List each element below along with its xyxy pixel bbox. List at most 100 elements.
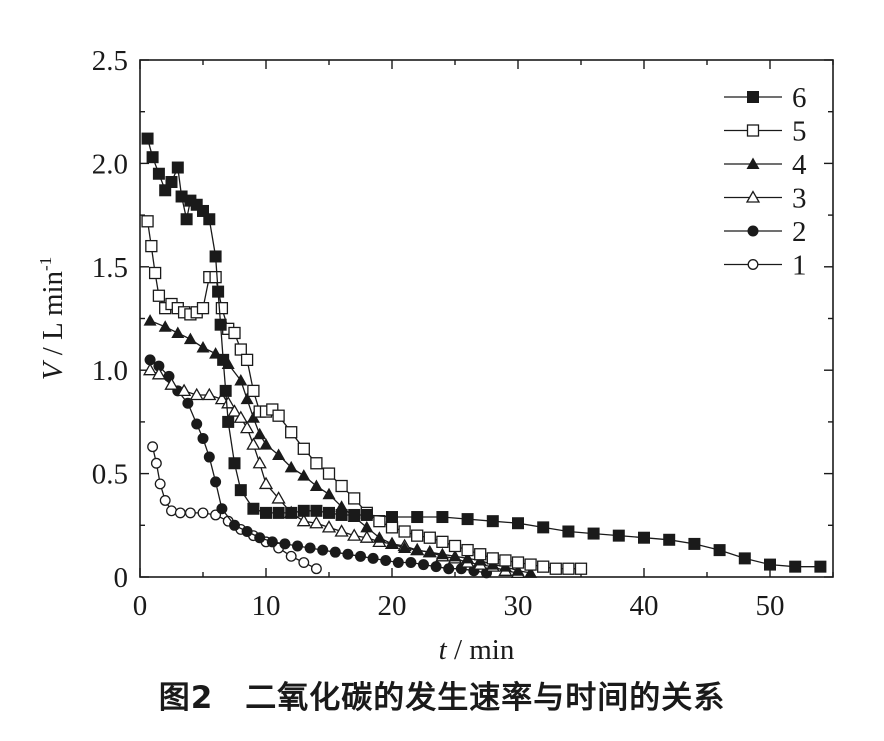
data-point-series-6: [814, 560, 827, 573]
data-point-series-4: [143, 314, 157, 326]
data-point-series-6: [323, 506, 335, 519]
data-point-series-6: [203, 213, 216, 226]
data-point-series-6: [272, 506, 285, 519]
data-point-series-6: [212, 285, 225, 298]
data-point-series-3: [246, 437, 261, 450]
data-point-series-1: [310, 563, 322, 575]
data-point-series-2: [203, 451, 215, 463]
data-point-series-5: [285, 426, 298, 439]
data-point-series-4: [171, 326, 185, 338]
data-point-series-3: [233, 410, 248, 423]
data-point-series-3: [309, 515, 324, 529]
data-point-series-5: [266, 403, 279, 416]
data-point-series-6: [562, 525, 575, 538]
x-tick-label: 20: [378, 590, 407, 622]
legend-marker-6: [747, 91, 759, 103]
data-point-series-4: [196, 340, 210, 353]
data-point-series-2: [317, 544, 329, 556]
data-point-series-6: [512, 517, 524, 530]
data-point-series-6: [141, 132, 154, 145]
data-point-series-6: [713, 544, 726, 557]
data-point-series-1: [147, 441, 159, 453]
data-point-series-4: [372, 531, 386, 543]
data-point-series-2: [210, 476, 222, 488]
data-point-series-6: [688, 537, 701, 550]
x-tick-label: 0: [133, 590, 148, 622]
data-point-series-2: [430, 561, 442, 573]
data-point-series-2: [367, 552, 379, 564]
data-point-series-5: [524, 558, 537, 571]
y-axis-label: V / L min-1: [36, 257, 69, 380]
data-point-series-3: [164, 377, 179, 390]
data-point-series-2: [443, 563, 455, 575]
series-6: [141, 132, 827, 573]
data-point-series-2: [216, 503, 228, 515]
data-point-series-1: [285, 550, 297, 562]
data-point-series-3: [239, 420, 255, 434]
x-tick-label: 40: [630, 590, 659, 622]
data-point-series-6: [587, 527, 600, 540]
x-axis-label-symbol: t: [439, 634, 448, 666]
data-point-series-6: [222, 415, 235, 428]
data-point-series-4: [253, 427, 267, 440]
data-point-series-3: [227, 404, 242, 417]
data-point-series-5: [196, 302, 210, 315]
plot-frame: [139, 59, 834, 578]
y-axis-label-exponent: -1: [36, 257, 55, 271]
data-point-series-6: [260, 506, 272, 519]
data-point-series-5: [574, 562, 588, 575]
data-point-series-4: [435, 547, 449, 560]
data-point-series-3: [258, 476, 274, 490]
data-point-series-6: [348, 508, 361, 521]
data-point-series-5: [322, 467, 336, 480]
data-point-series-6: [411, 511, 424, 524]
legend-item-2: 2: [724, 216, 807, 248]
data-point-series-3: [321, 520, 337, 533]
data-point-series-6: [436, 511, 449, 524]
series-4: [143, 314, 538, 578]
data-point-series-5: [145, 239, 158, 253]
data-point-series-3: [359, 530, 374, 543]
figure-caption: 图2 二氧化碳的发生速率与时间的关系: [158, 680, 726, 716]
data-point-series-6: [638, 531, 650, 544]
data-point-series-4: [398, 541, 412, 554]
data-point-series-6: [217, 353, 230, 366]
data-point-series-2: [329, 546, 341, 558]
legend-marker-4: [746, 157, 760, 169]
data-point-series-5: [240, 353, 254, 367]
data-point-series-3: [176, 383, 192, 397]
data-point-series-4: [524, 566, 538, 578]
legend-label-2: 2: [792, 216, 807, 248]
data-point-series-5: [499, 554, 512, 567]
legend-item-5: 5: [724, 116, 807, 148]
data-point-series-2: [279, 538, 291, 550]
data-point-series-5: [152, 289, 166, 302]
legend-item-6: 6: [724, 82, 807, 114]
data-point-series-6: [764, 558, 776, 571]
legend-label-6: 6: [792, 82, 807, 114]
data-point-series-4: [234, 374, 248, 386]
data-point-series-5: [335, 479, 348, 493]
data-point-series-4: [423, 545, 437, 558]
data-point-series-4: [259, 438, 273, 450]
x-tick-label: 10: [252, 590, 281, 622]
data-point-series-5: [411, 529, 424, 542]
y-tick-label: 1.5: [92, 252, 128, 284]
data-point-series-2: [380, 554, 392, 566]
data-point-series-4: [335, 500, 349, 512]
data-point-series-1: [154, 478, 166, 490]
data-point-series-3: [202, 387, 217, 401]
data-point-series-2: [182, 397, 194, 409]
y-tick-label: 2.0: [92, 148, 128, 180]
data-point-series-1: [298, 557, 310, 568]
data-point-series-6: [165, 176, 178, 189]
data-point-series-5: [228, 326, 241, 340]
data-point-series-5: [385, 521, 399, 534]
data-point-series-3: [214, 391, 230, 405]
data-point-series-2: [304, 542, 316, 554]
data-point-series-4: [385, 537, 399, 549]
data-point-series-5: [234, 343, 247, 356]
data-point-series-5: [373, 515, 386, 528]
y-tick-label: 1.0: [92, 355, 128, 387]
series-line-6: [146, 138, 821, 568]
